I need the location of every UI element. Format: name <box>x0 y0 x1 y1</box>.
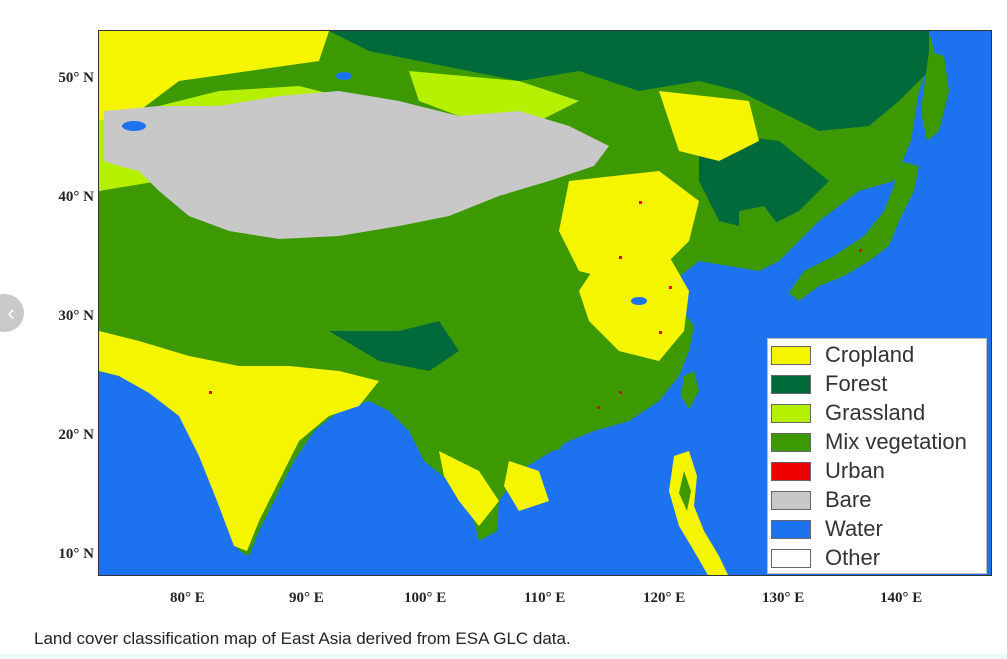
legend-swatch <box>771 548 811 568</box>
legend-swatch <box>771 490 811 510</box>
legend-item-other: Other <box>768 544 880 572</box>
japan <box>789 161 919 301</box>
legend-swatch <box>771 519 811 539</box>
legend-item-urban: Urban <box>768 457 885 485</box>
legend-item-water: Water <box>768 515 883 543</box>
chevron-left-icon: ‹ <box>7 300 15 325</box>
legend-swatch <box>771 432 811 452</box>
bottom-divider <box>0 654 1007 659</box>
legend-swatch <box>771 461 811 481</box>
land-cover-map <box>98 30 992 576</box>
lon-label-130e: 130° E <box>762 590 805 606</box>
lon-label-80e: 80° E <box>170 590 205 606</box>
legend-label: Mix vegetation <box>825 429 967 454</box>
legend-label: Grassland <box>825 400 926 425</box>
previous-image-button[interactable]: ‹ <box>0 294 24 332</box>
legend-item-cropland: Cropland <box>768 341 914 369</box>
legend-swatch <box>771 403 811 423</box>
taiwan <box>681 371 699 409</box>
legend-item-forest: Forest <box>768 370 887 398</box>
lat-label-50n: 50° N <box>58 70 94 86</box>
legend-swatch <box>771 374 811 394</box>
legend-label: Other <box>825 545 881 570</box>
legend-label: Bare <box>825 487 872 512</box>
lon-label-90e: 90° E <box>289 590 324 606</box>
lon-label-110e: 110° E <box>524 590 566 606</box>
legend-swatch <box>771 345 811 365</box>
bare-region <box>104 91 609 239</box>
lat-label-20n: 20° N <box>58 427 94 443</box>
legend-label: Water <box>825 516 883 541</box>
lat-label-30n: 30° N <box>58 308 94 324</box>
korea <box>739 206 779 271</box>
lat-label-10n: 10° N <box>58 546 94 562</box>
lon-label-120e: 120° E <box>643 590 686 606</box>
lon-label-100e: 100° E <box>404 590 447 606</box>
legend-label: Forest <box>825 371 888 396</box>
legend-item-bare: Bare <box>768 486 871 514</box>
legend-item-grassland: Grassland <box>768 399 925 427</box>
legend-label: Urban <box>825 458 885 483</box>
india <box>99 331 379 551</box>
lat-label-40n: 40° N <box>58 189 94 205</box>
map-graphic <box>99 31 991 575</box>
figure-caption: Land cover classification map of East As… <box>34 629 571 648</box>
legend-label: Cropland <box>825 342 915 367</box>
map-legend: Cropland Forest Grassland Mix vegetation… <box>767 338 987 574</box>
lon-label-140e: 140° E <box>880 590 923 606</box>
legend-item-mix-vegetation: Mix vegetation <box>768 428 967 456</box>
